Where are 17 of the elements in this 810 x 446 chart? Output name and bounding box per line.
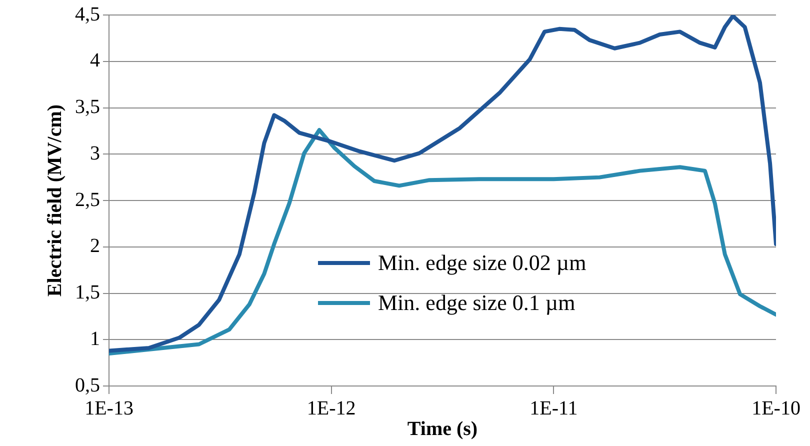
y-tick-label: 1: [90, 328, 100, 350]
y-tick-label: 2,5: [75, 188, 100, 211]
x-tick-label: 1E-11: [530, 397, 578, 420]
legend-label: Min. edge size 0.1 µm: [378, 290, 576, 316]
y-tick-label: 3: [90, 142, 100, 164]
x-axis-title: Time (s): [407, 418, 478, 440]
y-tick-label: 0,5: [75, 374, 100, 396]
y-axis-title: Electric field (MV/cm): [44, 104, 66, 297]
legend-label: Min. edge size 0.02 µm: [378, 250, 586, 276]
x-tick-label: 1E-13: [84, 397, 134, 420]
y-tick-label: 4,5: [75, 3, 100, 26]
x-tick-label: 1E-10: [752, 397, 800, 420]
y-tick-label: 2: [90, 235, 100, 258]
y-tick-label: 4: [90, 50, 100, 72]
y-tick-label: 1,5: [75, 282, 100, 304]
x-tick-label: 1E-12: [306, 397, 356, 420]
y-tick-label: 3,5: [75, 96, 100, 118]
